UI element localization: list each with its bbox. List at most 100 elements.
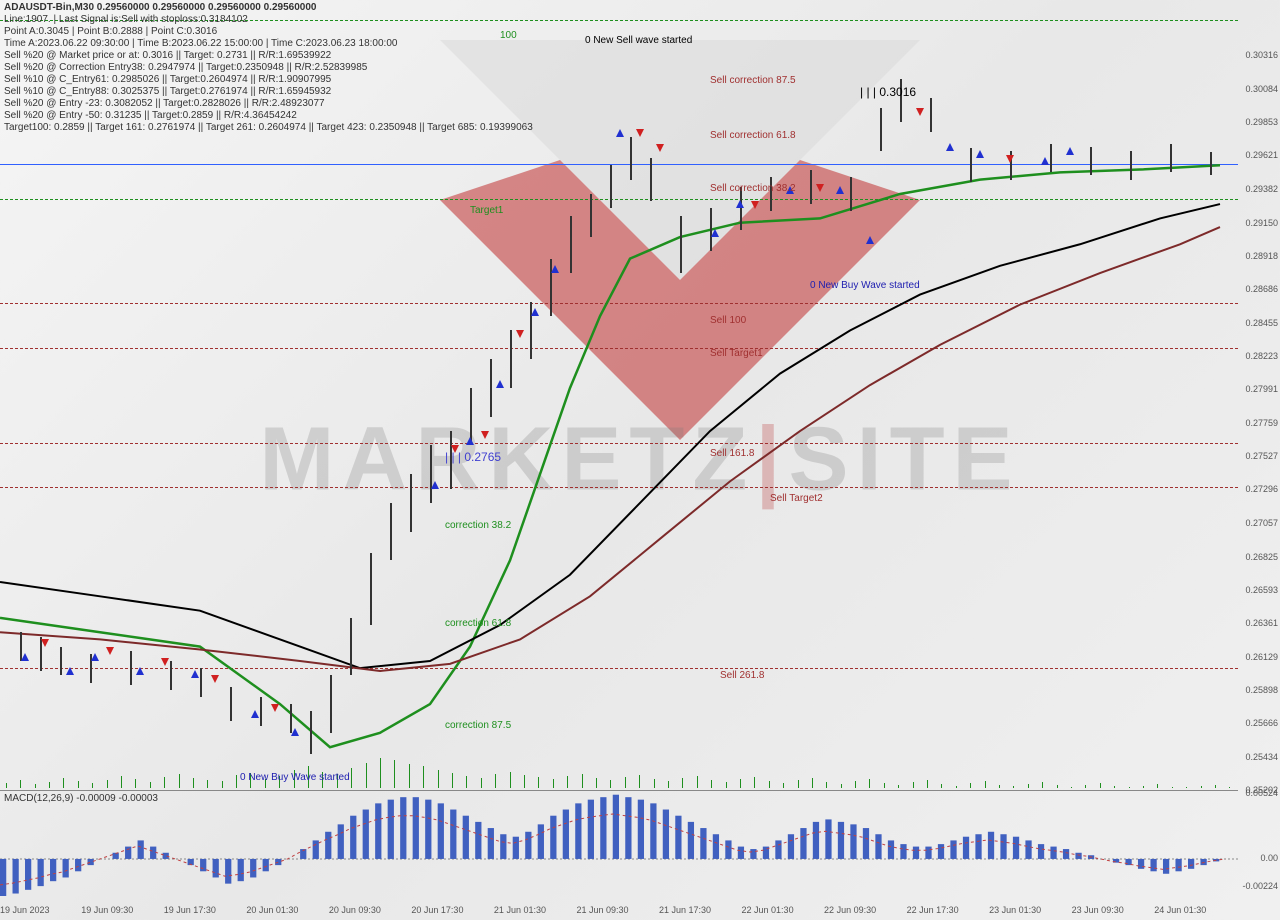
signal-arrow-up xyxy=(616,129,624,137)
macd-y-tick: -0.00224 xyxy=(1242,881,1278,891)
volume-bar xyxy=(193,778,194,788)
volume-bar xyxy=(654,779,655,788)
candle xyxy=(510,330,512,387)
volume-bar xyxy=(510,772,511,788)
volume-bar xyxy=(567,776,568,788)
signal-arrow-up xyxy=(66,667,74,675)
volume-bar xyxy=(150,782,151,788)
chart-container: MARKETZ|SITE ADAUSDT-Bin,M30 0.29560000 … xyxy=(0,0,1280,920)
volume-bar xyxy=(20,780,21,788)
volume-bar xyxy=(970,783,971,788)
candle xyxy=(610,165,612,208)
candle xyxy=(1090,147,1092,176)
signal-arrow-up xyxy=(191,670,199,678)
volume-bar xyxy=(135,779,136,788)
chart-annotation: 0 New Buy Wave started xyxy=(240,772,350,783)
candle xyxy=(490,359,492,416)
macd-y-tick: 0.00 xyxy=(1260,853,1278,863)
volume-bar xyxy=(1042,782,1043,788)
signal-arrow-up xyxy=(531,308,539,316)
candle xyxy=(970,148,972,182)
signal-arrow-dn xyxy=(751,201,759,209)
x-tick: 23 Jun 01:30 xyxy=(989,905,1041,915)
x-tick: 20 Jun 09:30 xyxy=(329,905,381,915)
x-tick: 24 Jun 01:30 xyxy=(1154,905,1206,915)
x-tick: 23 Jun 09:30 xyxy=(1072,905,1124,915)
volume-bar xyxy=(726,782,727,788)
signal-arrow-up xyxy=(21,653,29,661)
volume-bar xyxy=(956,786,957,788)
volume-bar xyxy=(769,781,770,788)
volume-bar xyxy=(107,780,108,788)
chart-annotation: Sell 261.8 xyxy=(720,670,764,681)
main-chart-area[interactable]: ADAUSDT-Bin,M30 0.29560000 0.29560000 0.… xyxy=(0,0,1238,790)
volume-bar xyxy=(1186,787,1187,788)
chart-annotation: 0 New Buy Wave started xyxy=(810,280,920,291)
volume-bar xyxy=(63,778,64,788)
candle xyxy=(200,668,202,697)
y-tick: 0.26129 xyxy=(1245,652,1278,662)
signal-arrow-dn xyxy=(161,658,169,666)
y-tick: 0.25434 xyxy=(1245,752,1278,762)
y-tick: 0.27057 xyxy=(1245,518,1278,528)
volume-bar xyxy=(1057,785,1058,788)
y-tick: 0.27296 xyxy=(1245,484,1278,494)
y-tick: 0.25898 xyxy=(1245,685,1278,695)
header-line: Sell %20 @ Market price or at: 0.3016 ||… xyxy=(4,50,533,62)
signal-arrow-up xyxy=(496,380,504,388)
chart-annotation: | | | 0.2765 xyxy=(445,450,501,464)
y-tick: 0.28686 xyxy=(1245,284,1278,294)
volume-bar xyxy=(783,783,784,788)
y-tick: 0.29382 xyxy=(1245,184,1278,194)
macd-plot xyxy=(0,791,1238,896)
candle xyxy=(1050,144,1052,173)
signal-arrow-up xyxy=(866,236,874,244)
volume-bar xyxy=(913,782,914,788)
volume-bar xyxy=(481,778,482,788)
volume-bar xyxy=(351,768,352,788)
header-line: Line:1907. | Last Signal is:Sell with st… xyxy=(4,14,533,26)
volume-bar xyxy=(869,779,870,788)
signal-arrow-up xyxy=(431,481,439,489)
y-tick: 0.28455 xyxy=(1245,318,1278,328)
x-tick: 19 Jun 17:30 xyxy=(164,905,216,915)
signal-arrow-up xyxy=(291,728,299,736)
volume-bar xyxy=(236,775,237,788)
candle xyxy=(1170,144,1172,173)
volume-bar xyxy=(366,763,367,788)
candle xyxy=(590,194,592,237)
volume-bar xyxy=(1172,787,1173,788)
volume-bar xyxy=(179,774,180,788)
volume-bar xyxy=(92,783,93,788)
signal-arrow-up xyxy=(1041,157,1049,165)
header-line: Sell %20 @ Entry -50: 0.31235 || Target:… xyxy=(4,110,533,122)
x-axis: 19 Jun 202319 Jun 09:3019 Jun 17:3020 Ju… xyxy=(0,895,1238,920)
volume-bar xyxy=(164,777,165,788)
volume-bar xyxy=(380,758,381,788)
candle xyxy=(230,687,232,721)
x-tick: 21 Jun 09:30 xyxy=(576,905,628,915)
signal-arrow-dn xyxy=(211,675,219,683)
volume-bar xyxy=(1129,787,1130,788)
signal-arrow-dn xyxy=(106,647,114,655)
header-line: Sell %20 @ Entry -23: 0.3082052 || Targe… xyxy=(4,98,533,110)
volume-bar xyxy=(711,780,712,788)
volume-bar xyxy=(78,781,79,788)
header-line: Point A:0.3045 | Point B:0.2888 | Point … xyxy=(4,26,533,38)
header-info: ADAUSDT-Bin,M30 0.29560000 0.29560000 0.… xyxy=(4,2,533,134)
macd-panel[interactable]: MACD(12,26,9) -0.00009 -0.00003 xyxy=(0,790,1238,895)
volume-bar xyxy=(625,777,626,788)
volume-bar xyxy=(1157,784,1158,788)
chart-annotation: Sell Target2 xyxy=(770,493,823,504)
chart-annotation: 0 New Sell wave started xyxy=(585,35,692,46)
y-tick: 0.30084 xyxy=(1245,84,1278,94)
volume-bar xyxy=(582,774,583,788)
volume-bar xyxy=(985,781,986,788)
candle xyxy=(350,618,352,675)
volume-bar xyxy=(682,778,683,788)
y-tick: 0.26361 xyxy=(1245,618,1278,628)
signal-arrow-up xyxy=(136,667,144,675)
x-tick: 21 Jun 01:30 xyxy=(494,905,546,915)
y-tick: 0.28918 xyxy=(1245,251,1278,261)
volume-bar xyxy=(1013,786,1014,788)
